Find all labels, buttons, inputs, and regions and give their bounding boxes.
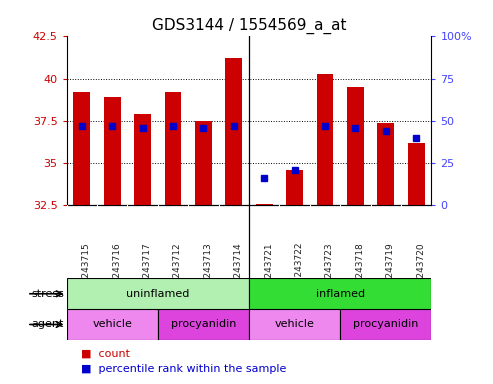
Text: GSM243720: GSM243720 (416, 242, 425, 296)
Text: uninflamed: uninflamed (126, 289, 189, 299)
Title: GDS3144 / 1554569_a_at: GDS3144 / 1554569_a_at (152, 18, 346, 34)
Text: ■  percentile rank within the sample: ■ percentile rank within the sample (81, 364, 287, 374)
Bar (340, 309, 431, 340)
Bar (195, 121, 211, 205)
Bar (317, 74, 333, 205)
Bar (104, 97, 120, 205)
Text: inflamed: inflamed (316, 289, 365, 299)
Bar (408, 143, 424, 205)
Bar (158, 309, 249, 340)
Bar (67, 309, 158, 340)
Bar (378, 122, 394, 205)
Bar (165, 92, 181, 205)
Bar (286, 170, 303, 205)
Text: GSM243719: GSM243719 (386, 242, 395, 297)
Text: GSM243722: GSM243722 (295, 242, 304, 296)
Bar (67, 278, 249, 309)
Text: ■  count: ■ count (81, 349, 130, 359)
Bar (134, 114, 151, 205)
Text: GSM243723: GSM243723 (325, 242, 334, 296)
Text: stress: stress (31, 289, 64, 299)
Text: vehicle: vehicle (275, 319, 315, 329)
Text: GSM243714: GSM243714 (234, 242, 243, 296)
Text: GSM243712: GSM243712 (173, 242, 182, 296)
Text: GSM243717: GSM243717 (142, 242, 151, 297)
Text: agent: agent (32, 319, 64, 329)
Text: GSM243718: GSM243718 (355, 242, 364, 297)
Text: procyanidin: procyanidin (171, 319, 236, 329)
Text: GSM243713: GSM243713 (204, 242, 212, 297)
Bar (225, 58, 242, 205)
Bar (249, 309, 340, 340)
Text: GSM243721: GSM243721 (264, 242, 273, 296)
Bar (256, 204, 273, 205)
Text: vehicle: vehicle (92, 319, 132, 329)
Text: GSM243716: GSM243716 (112, 242, 121, 297)
Text: GSM243715: GSM243715 (82, 242, 91, 297)
Bar (347, 87, 364, 205)
Bar (249, 278, 431, 309)
Text: procyanidin: procyanidin (353, 319, 419, 329)
Bar (73, 92, 90, 205)
